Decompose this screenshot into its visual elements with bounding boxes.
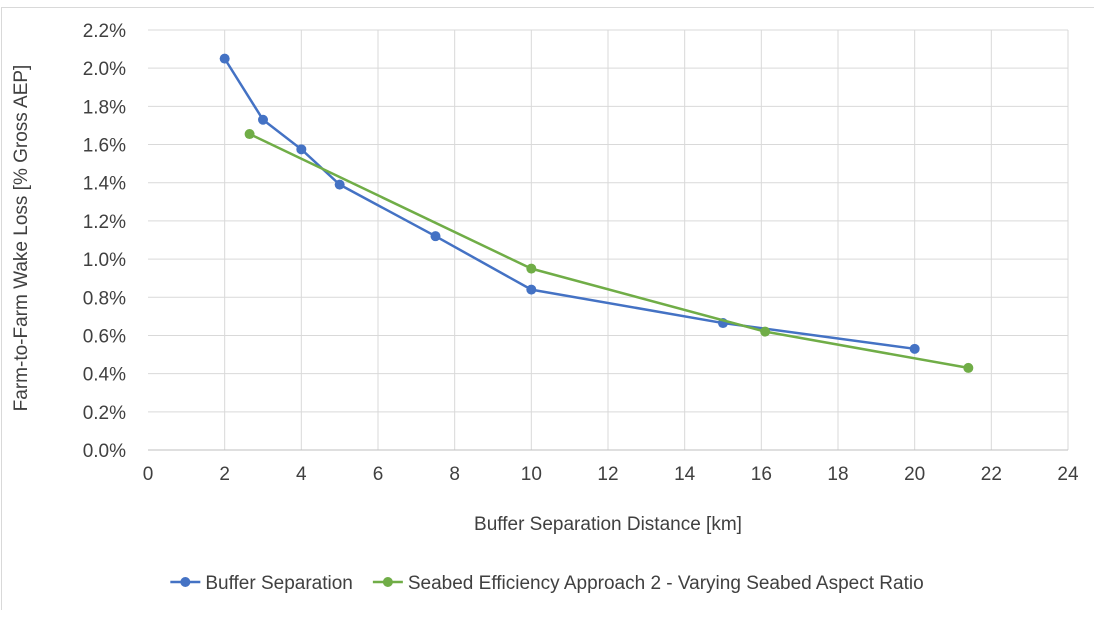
- x-tick-label: 22: [981, 464, 1002, 485]
- x-tick-label: 10: [521, 464, 542, 485]
- x-tick-label: 2: [219, 464, 230, 485]
- legend-item-1: Buffer Separation: [170, 573, 353, 594]
- x-tick-label: 8: [449, 464, 460, 485]
- legend-label: Seabed Efficiency Approach 2 - Varying S…: [408, 573, 924, 594]
- legend-item-2: Seabed Efficiency Approach 2 - Varying S…: [372, 573, 924, 594]
- data-point: [296, 144, 307, 155]
- data-point: [334, 179, 345, 190]
- x-tick-label: 18: [827, 464, 848, 485]
- x-tick-label: 4: [296, 464, 307, 485]
- y-axis-title: Farm-to-Farm Wake Loss [% Gross AEP]: [11, 65, 32, 412]
- data-point: [526, 263, 537, 274]
- legend: Buffer Separation Seabed Efficiency Appro…: [170, 573, 924, 594]
- x-tick-label: 0: [143, 464, 154, 485]
- data-point: [430, 231, 441, 242]
- y-tick-label: 0.6%: [83, 326, 126, 347]
- y-tick-label: 1.6%: [83, 136, 126, 157]
- y-tick-label: 1.8%: [83, 97, 126, 118]
- y-tick-label: 1.4%: [83, 174, 126, 195]
- y-tick-label: 0.0%: [83, 441, 126, 462]
- x-tick-label: 16: [751, 464, 772, 485]
- series-1: [219, 53, 920, 354]
- series-line: [249, 132, 969, 370]
- y-tick-label: 1.2%: [83, 212, 126, 233]
- series-2: [244, 129, 974, 373]
- data-point: [258, 114, 268, 125]
- data-point: [526, 284, 537, 295]
- y-tick-label: 0.4%: [83, 365, 126, 386]
- axes: 0 2 4 6 8 10 12 14 16 18 20 22 240.0%0.2%0.4%0.6%0.8…: [83, 21, 1079, 485]
- y-tick-label: 1.0%: [83, 250, 126, 271]
- y-tick-label: 0.2%: [83, 403, 126, 424]
- series-line: [223, 57, 915, 351]
- data-point: [909, 343, 920, 354]
- gridlines: [148, 29, 1069, 450]
- y-tick-label: 2.2%: [83, 21, 126, 42]
- data-point: [244, 129, 255, 140]
- data-point: [219, 53, 230, 64]
- x-tick-label: 12: [597, 464, 618, 485]
- legend-label: Buffer Separation: [205, 573, 353, 594]
- data-point: [963, 362, 974, 373]
- data-point: [760, 326, 771, 337]
- series-group: [219, 53, 974, 373]
- x-tick-label: 6: [373, 464, 384, 485]
- x-axis-title: Buffer Separation Distance [km]: [474, 514, 742, 535]
- x-tick-label: 20: [904, 464, 925, 485]
- legend-swatch-marker: [180, 577, 191, 587]
- y-tick-label: 2.0%: [83, 59, 126, 80]
- x-tick-label: 24: [1057, 464, 1079, 485]
- y-tick-label: 0.8%: [83, 288, 126, 309]
- x-tick-label: 14: [674, 464, 696, 485]
- legend-swatch-marker: [382, 577, 393, 587]
